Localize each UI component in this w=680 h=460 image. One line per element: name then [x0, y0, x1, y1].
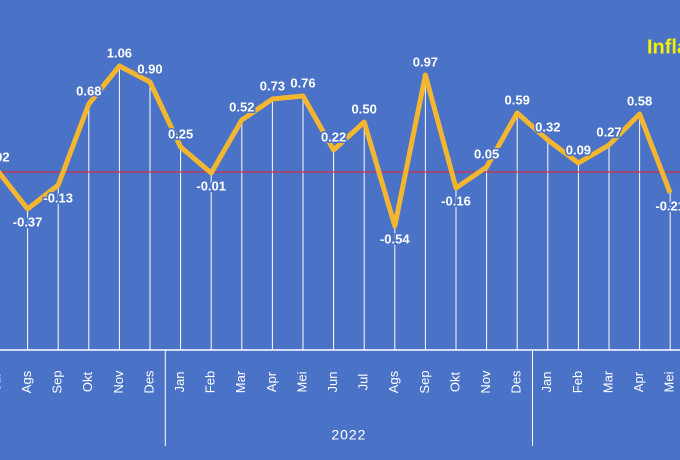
data-label: 0.59	[505, 92, 530, 107]
x-tick-label: Apr	[631, 371, 646, 392]
x-tick-label: Feb	[203, 371, 218, 393]
data-label: 0.52	[229, 99, 254, 114]
x-tick-label: Jun	[325, 372, 340, 393]
data-label: 1.06	[107, 45, 132, 60]
data-label: 0.32	[535, 119, 560, 134]
data-label: -0.13	[43, 190, 73, 205]
data-label: 0.22	[321, 129, 346, 144]
data-label: 0.73	[260, 78, 285, 93]
x-tick-label: Ags	[386, 370, 401, 393]
x-tick-label: Des	[141, 370, 156, 394]
x-tick-label: Jan	[172, 372, 187, 393]
x-tick-label: Mei	[294, 371, 309, 392]
x-tick-label: Nov	[478, 370, 493, 394]
x-tick-label: Jan	[539, 372, 554, 393]
x-tick-label: Mei	[662, 371, 677, 392]
x-tick-label: Jul	[356, 374, 371, 391]
x-tick-label: Des	[509, 370, 524, 394]
data-label: 0.76	[290, 75, 315, 90]
chart-title: Inflasi	[647, 36, 680, 58]
x-tick-label: Nov	[111, 370, 126, 394]
x-tick-label: Mar	[233, 370, 248, 393]
data-label: -0.37	[13, 214, 43, 229]
data-label: 0.05	[474, 146, 499, 161]
data-label: 0.25	[168, 126, 193, 141]
series-line	[0, 63, 673, 229]
x-tick-label: Apr	[264, 371, 279, 392]
data-label: -0.01	[196, 178, 226, 193]
x-tick-label: Sep	[417, 370, 432, 393]
data-label: 0.58	[627, 93, 652, 108]
x-tick-label: Ags	[19, 370, 34, 393]
x-tick-label: Mar	[600, 370, 615, 393]
data-label: 0.97	[413, 54, 438, 69]
data-label: -0.21	[655, 198, 680, 213]
data-label: -0.16	[441, 193, 471, 208]
data-label: 0.90	[137, 61, 162, 76]
data-label: 0.09	[566, 142, 591, 157]
group-label: 2022	[331, 427, 366, 443]
data-label: 0.02	[0, 149, 10, 164]
data-label: -0.54	[380, 231, 410, 246]
data-label: 0.50	[352, 101, 377, 116]
data-label: 0.68	[76, 83, 101, 98]
x-tick-label: Jul	[0, 374, 3, 391]
data-label: 0.27	[596, 124, 621, 139]
x-tick-label: Sep	[50, 370, 65, 393]
x-tick-label: Okt	[80, 372, 95, 393]
x-tick-label: Okt	[447, 372, 462, 393]
x-tick-label: Feb	[570, 371, 585, 393]
